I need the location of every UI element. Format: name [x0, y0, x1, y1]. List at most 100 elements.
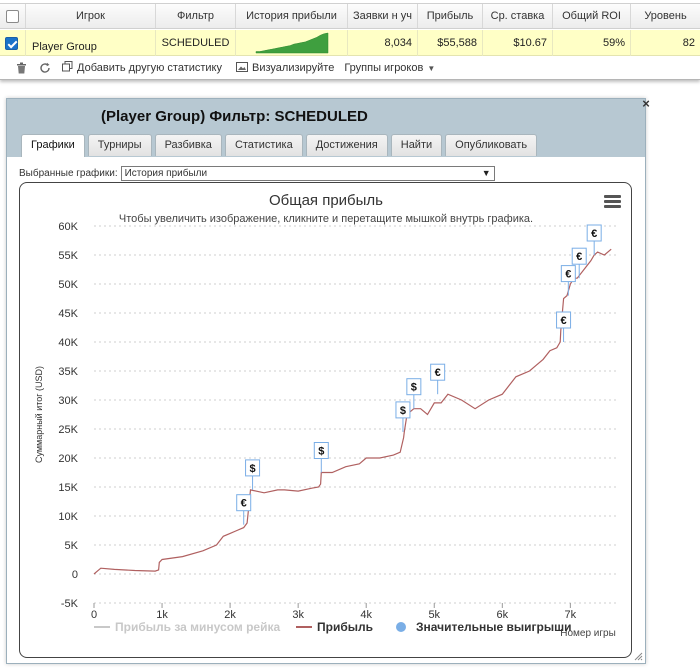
y-tick-label: 15K [58, 482, 78, 494]
visualize-button[interactable]: Визуализируйте [236, 61, 335, 75]
legend-label: Прибыль [317, 620, 373, 634]
chart-select-value: История прибыли [124, 168, 208, 179]
column-header-profit[interactable]: Прибыль [418, 4, 483, 28]
cell-avg-stake: $10.67 [483, 30, 553, 56]
chart-select-row: Выбранные графики: История прибыли ▼ [19, 166, 495, 181]
resize-grip-icon[interactable] [633, 651, 643, 661]
grid-header: Игрок Фильтр История прибыли Заявки н уч… [0, 3, 700, 29]
chart-menu-icon[interactable] [604, 195, 621, 209]
x-tick-label: 0 [91, 609, 97, 621]
marker-flag [406, 378, 422, 396]
legend-symbol [396, 622, 406, 632]
dialog-titlebar[interactable]: (Player Group) Фильтр: SCHEDULED × Графи… [7, 97, 650, 157]
image-icon [236, 61, 248, 75]
marker-label: € [565, 269, 571, 281]
marker-label: € [435, 367, 441, 379]
chart-select-label: Выбранные графики: [19, 168, 118, 179]
player-groups-dropdown[interactable]: Группы игроков ▼ [344, 62, 435, 74]
column-header-filter[interactable]: Фильтр [156, 4, 236, 28]
big-win-marker: € [556, 311, 572, 342]
y-tick-label: 35K [58, 366, 78, 378]
column-header-avg-stake[interactable]: Ср. ставка [483, 4, 553, 28]
x-tick-label: 4k [360, 609, 372, 621]
table-row[interactable]: Player Group SCHEDULED 8,034 $55,588 $10… [0, 30, 700, 56]
y-tick-label: 50K [58, 279, 78, 291]
y-tick-label: -5K [61, 598, 79, 610]
refresh-icon[interactable] [38, 61, 52, 75]
cell-profit-history [236, 30, 348, 56]
cell-player: Player Group [26, 30, 156, 56]
big-win-marker: € [571, 247, 587, 279]
marker-label: € [591, 228, 597, 240]
tab-achievements[interactable]: Достижения [305, 134, 388, 156]
column-header-level[interactable]: Уровень [644, 10, 687, 22]
column-header-profit-history[interactable]: История прибыли [236, 4, 348, 28]
y-tick-label: 40K [58, 337, 78, 349]
visualize-label: Визуализируйте [252, 62, 335, 74]
y-tick-label: 55K [58, 250, 78, 262]
big-win-marker: $ [395, 401, 411, 432]
column-header-entries[interactable]: Заявки н уч [348, 4, 418, 28]
cell-profit: $55,588 [418, 30, 483, 56]
tab-charts[interactable]: Графики [21, 134, 85, 157]
x-tick-label: 3k [292, 609, 304, 621]
marker-label: $ [400, 405, 406, 417]
x-tick-label: 5k [428, 609, 440, 621]
select-all-checkbox-cell[interactable] [0, 4, 26, 28]
tab-find[interactable]: Найти [390, 134, 443, 156]
series-line-profit [93, 248, 612, 575]
marker-label: $ [318, 446, 324, 458]
marker-flag [560, 265, 576, 283]
tab-statistics[interactable]: Статистика [224, 134, 303, 156]
profit-chart-svg[interactable]: Общая прибыль Чтобы увеличить изображение… [20, 183, 632, 658]
marker-flag [586, 224, 602, 242]
dialog-title: (Player Group) Фильтр: SCHEDULED [101, 108, 368, 125]
cell-roi: 59% [553, 30, 631, 56]
dialog-tabs: Графики Турниры Разбивка Статистика Дост… [21, 134, 538, 157]
chart-select-dropdown[interactable]: История прибыли ▼ [120, 166, 495, 181]
cell-entries: 8,034 [348, 30, 418, 56]
marker-flag [236, 494, 252, 512]
tab-publish[interactable]: Опубликовать [445, 134, 538, 156]
sparkline-area [255, 32, 329, 54]
player-stats-grid: Игрок Фильтр История прибыли Заявки н уч… [0, 0, 700, 80]
tab-tournaments[interactable]: Турниры [87, 134, 152, 156]
select-all-checkbox[interactable] [6, 9, 19, 23]
close-icon[interactable]: × [642, 96, 650, 111]
x-tick-label: 7k [565, 609, 577, 621]
y-tick-label: 0 [72, 569, 78, 581]
marker-flag [245, 459, 261, 477]
marker-label: € [576, 251, 582, 263]
marker-label: € [560, 315, 566, 327]
column-header-roi[interactable]: Общий ROI [553, 4, 631, 28]
big-win-marker: $ [313, 442, 329, 473]
y-tick-label: 20K [58, 453, 78, 465]
chevron-down-icon: ▼ [481, 168, 491, 178]
marker-label: $ [249, 463, 255, 475]
marker-flag [430, 363, 446, 381]
big-win-marker: € [560, 265, 576, 296]
column-header-player[interactable]: Игрок [26, 4, 156, 28]
profit-sparkline [255, 32, 329, 54]
y-tick-label: 45K [58, 308, 78, 320]
row-checkbox-cell[interactable] [0, 30, 26, 56]
chart-subtitle: Чтобы увеличить изображение, кликните и … [119, 213, 533, 225]
marker-label: $ [411, 382, 417, 394]
marker-flag [571, 247, 587, 265]
caret-down-icon: ▼ [427, 63, 436, 73]
tab-breakdown[interactable]: Разбивка [154, 134, 222, 156]
marker-flag [556, 311, 572, 329]
y-tick-label: 5K [65, 540, 79, 552]
chart-legend: Прибыль за минусом рейка Прибыль Значитель… [94, 620, 572, 634]
marker-flag [395, 401, 411, 419]
trash-icon[interactable] [14, 61, 28, 75]
x-tick-label: 2k [224, 609, 236, 621]
add-statistic-button[interactable]: Добавить другую статистику [62, 61, 222, 75]
add-statistic-label: Добавить другую статистику [77, 62, 222, 74]
profit-chart[interactable]: Общая прибыль Чтобы увеличить изображение… [19, 182, 632, 658]
cell-filter: SCHEDULED [156, 30, 236, 56]
x-tick-label: 1k [156, 609, 168, 621]
big-win-marker: $ [245, 459, 261, 490]
big-win-marker: $ [406, 378, 422, 409]
row-checkbox[interactable] [5, 36, 18, 50]
